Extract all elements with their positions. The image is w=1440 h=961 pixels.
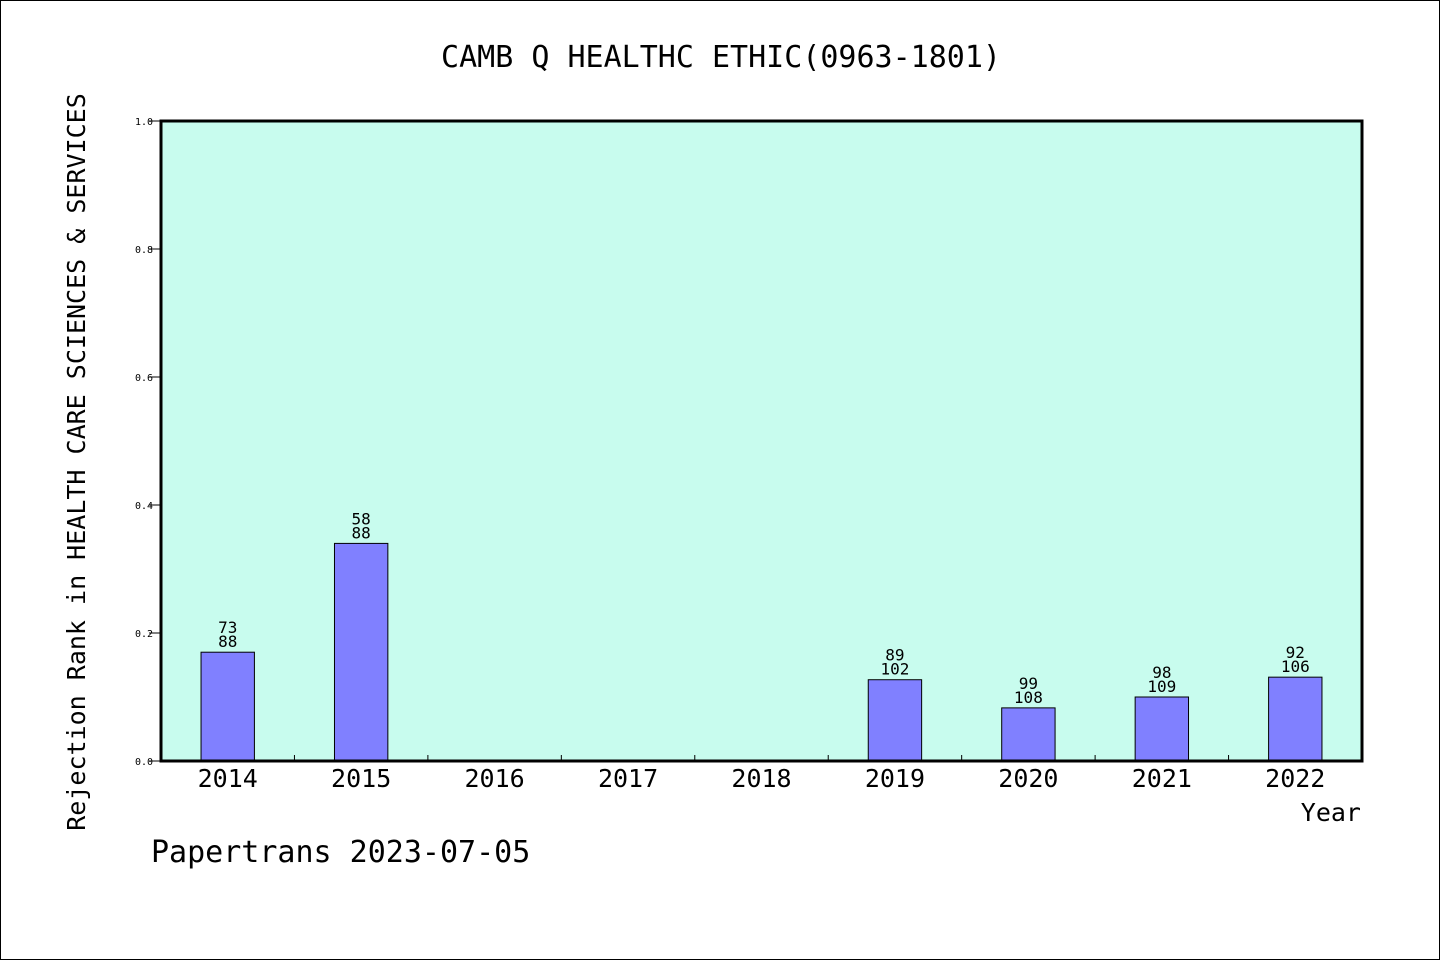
x-tick-label: 2021 xyxy=(1132,764,1192,793)
x-tick-label: 2018 xyxy=(731,764,791,793)
bar-2022 xyxy=(1268,676,1323,762)
bar-2019 xyxy=(867,679,923,762)
x-tick-label: 2020 xyxy=(998,764,1058,793)
bar-label-bottom: 88 xyxy=(352,523,371,542)
y-tick-label: 0.0 xyxy=(135,757,153,768)
chart-title: CAMB Q HEALTHC ETHIC(0963-1801) xyxy=(441,40,1001,75)
x-axis: 2014 2015 2016 2017 2018 2019 2020 2021 2022 xyxy=(198,755,1325,793)
bar-label-bottom: 109 xyxy=(1147,677,1176,696)
bar-label-top: 92 xyxy=(1286,643,1305,662)
x-tick-label: 2019 xyxy=(865,764,925,793)
x-tick-label: 2022 xyxy=(1265,764,1325,793)
bar-label-top: 89 xyxy=(885,646,904,665)
bar-label-top: 58 xyxy=(352,509,371,528)
bar-label-bottom: 106 xyxy=(1281,657,1310,676)
bar-2015 xyxy=(333,542,389,762)
x-tick-label: 2014 xyxy=(198,764,258,793)
y-tick-label: 0.6 xyxy=(135,373,153,384)
bar-label-bottom: 108 xyxy=(1014,688,1043,707)
x-tick-label: 2016 xyxy=(465,764,525,793)
y-axis-label: Rejection Rank in HEALTH CARE SCIENCES &… xyxy=(62,93,91,831)
x-tick-label: 2017 xyxy=(598,764,658,793)
x-axis-label: Year xyxy=(1301,798,1361,827)
bar-label-bottom: 88 xyxy=(218,632,237,651)
y-tick-label: 0.8 xyxy=(135,245,153,256)
x-tick-label: 2015 xyxy=(331,764,391,793)
y-tick-label: 0.4 xyxy=(135,501,153,512)
footer-credit: Papertrans 2023-07-05 xyxy=(151,835,531,870)
bar-2020 xyxy=(1001,707,1056,762)
plot-frame xyxy=(159,119,1364,763)
bar-series xyxy=(200,542,1323,762)
bar-2021 xyxy=(1134,696,1190,762)
y-axis: 0.0 0.2 0.4 0.6 0.8 1.0 xyxy=(135,117,161,768)
y-tick-label: 1.0 xyxy=(135,117,153,128)
bar-label-bottom: 102 xyxy=(880,660,909,679)
bar-label-top: 98 xyxy=(1152,663,1171,682)
bar-2014 xyxy=(200,651,255,762)
bar-label-top: 99 xyxy=(1019,674,1038,693)
bar-label-top: 73 xyxy=(218,618,237,637)
y-tick-label: 0.2 xyxy=(135,629,153,640)
